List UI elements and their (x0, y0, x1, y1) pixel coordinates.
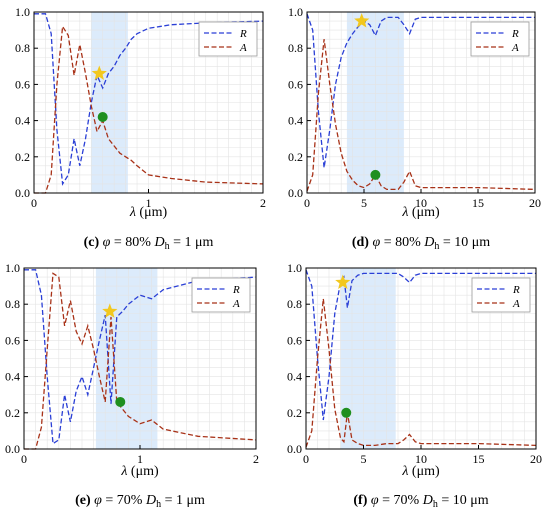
y-tick-label: 1.0 (15, 5, 30, 19)
y-tick-label: 0.2 (5, 406, 20, 420)
legend: RA (470, 21, 530, 57)
legend-box (470, 21, 530, 57)
y-tick-label: 1.0 (288, 5, 303, 19)
x-tick-label: 2 (253, 452, 259, 466)
x-tick-label: 5 (361, 452, 367, 466)
star-marker (354, 13, 370, 28)
legend-label-R: R (512, 284, 520, 296)
y-tick-label: 0.0 (5, 442, 20, 456)
x-tick-label: 10 (415, 196, 427, 210)
panel-caption: (e) φ = 70% Dh = 1 μm (75, 493, 205, 510)
y-tick-label: 0.8 (288, 41, 303, 55)
x-tick-label: 0 (31, 196, 37, 210)
legend-label-A: A (232, 298, 240, 310)
series-line-A (24, 272, 257, 450)
series-line-A (306, 39, 536, 192)
star-marker (91, 65, 107, 80)
y-tick-label: 0.8 (15, 41, 30, 55)
dot-marker (115, 396, 126, 407)
legend-label-R: R (232, 284, 240, 296)
panel-caption: (d) φ = 80% Dh = 10 μm (352, 235, 490, 252)
legend-label-A: A (239, 42, 247, 54)
y-tick-label: 0.4 (288, 114, 303, 128)
y-tick-label: 0.2 (288, 150, 303, 164)
x-tick-label: 0 (21, 452, 27, 466)
x-axis-label: λ (μm) (129, 205, 168, 220)
x-tick-label: 20 (529, 196, 541, 210)
dot-marker (97, 111, 108, 122)
y-tick-label: 0.6 (288, 77, 303, 91)
legend-box (471, 277, 531, 313)
y-tick-label: 0.8 (5, 297, 20, 311)
series-line-R (305, 269, 536, 421)
x-axis-label: λ (μm) (401, 205, 440, 220)
x-tick-label: 0 (303, 452, 309, 466)
legend: RA (191, 277, 251, 313)
x-axis-label: λ (μm) (120, 464, 159, 479)
legend-box (191, 277, 251, 313)
y-tick-label: 0.0 (288, 186, 303, 200)
legend-label-A: A (511, 42, 519, 54)
y-tick-label: 1.0 (5, 261, 20, 275)
x-tick-label: 1 (137, 452, 143, 466)
legend: RA (198, 21, 258, 57)
dot-marker (370, 169, 381, 180)
y-tick-label: 1.0 (287, 261, 302, 275)
dot-marker (341, 407, 352, 418)
series-line-A (305, 298, 537, 448)
x-tick-label: 0 (304, 196, 310, 210)
x-tick-label: 10 (415, 452, 427, 466)
x-tick-label: 1 (146, 196, 152, 210)
panel-caption: (c) φ = 80% Dh = 1 μm (84, 235, 214, 252)
x-tick-label: 15 (472, 196, 484, 210)
series-line-R (34, 13, 264, 186)
y-tick-label: 0.0 (15, 186, 30, 200)
y-tick-label: 0.2 (287, 406, 302, 420)
star-marker (102, 303, 118, 318)
y-tick-label: 0.8 (287, 297, 302, 311)
y-tick-label: 0.6 (287, 333, 302, 347)
legend-label-R: R (511, 28, 519, 40)
legend-box (198, 21, 258, 57)
series-line-A (34, 24, 264, 194)
x-tick-label: 15 (473, 452, 485, 466)
legend-label-A: A (512, 298, 520, 310)
y-tick-label: 0.4 (287, 370, 302, 384)
y-tick-label: 0.4 (15, 114, 30, 128)
y-tick-label: 0.6 (5, 333, 20, 347)
y-tick-label: 0.2 (15, 150, 30, 164)
y-tick-label: 0.6 (15, 77, 30, 91)
x-tick-label: 2 (260, 196, 266, 210)
panel-caption: (f) φ = 70% Dh = 10 μm (353, 493, 488, 510)
y-tick-label: 0.4 (5, 370, 20, 384)
x-tick-label: 20 (530, 452, 542, 466)
y-tick-label: 0.0 (287, 442, 302, 456)
x-tick-label: 5 (361, 196, 367, 210)
series-line-R (306, 13, 535, 168)
legend: RA (471, 277, 531, 313)
x-axis-label: λ (μm) (401, 464, 440, 479)
legend-label-R: R (239, 28, 247, 40)
series-line-R (24, 269, 257, 445)
star-marker (335, 274, 351, 289)
